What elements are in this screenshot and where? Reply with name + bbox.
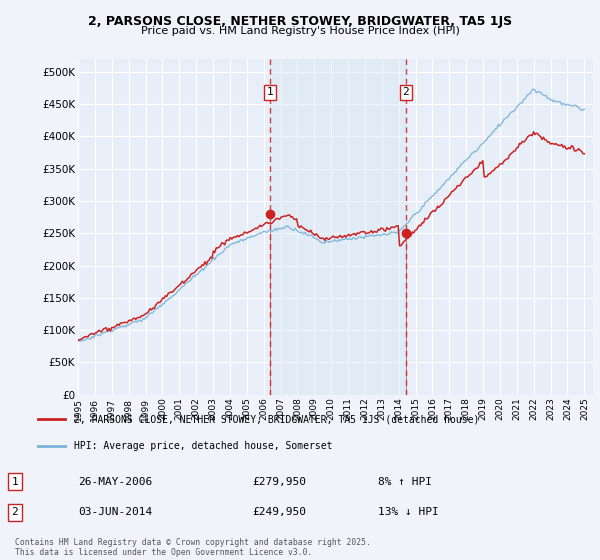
Text: 2: 2: [403, 87, 409, 97]
Text: HPI: Average price, detached house, Somerset: HPI: Average price, detached house, Some…: [74, 441, 332, 451]
Text: 03-JUN-2014: 03-JUN-2014: [78, 507, 152, 517]
Text: Contains HM Land Registry data © Crown copyright and database right 2025.
This d: Contains HM Land Registry data © Crown c…: [15, 538, 371, 557]
Text: 26-MAY-2006: 26-MAY-2006: [78, 477, 152, 487]
Text: Price paid vs. HM Land Registry's House Price Index (HPI): Price paid vs. HM Land Registry's House …: [140, 26, 460, 36]
Text: 2, PARSONS CLOSE, NETHER STOWEY, BRIDGWATER, TA5 1JS (detached house): 2, PARSONS CLOSE, NETHER STOWEY, BRIDGWA…: [74, 414, 479, 424]
Text: 8% ↑ HPI: 8% ↑ HPI: [378, 477, 432, 487]
Text: £279,950: £279,950: [252, 477, 306, 487]
Bar: [270, 59, 406, 395]
Text: 1: 1: [267, 87, 274, 97]
Text: 13% ↓ HPI: 13% ↓ HPI: [378, 507, 439, 517]
Text: 1: 1: [11, 477, 19, 487]
Text: 2, PARSONS CLOSE, NETHER STOWEY, BRIDGWATER, TA5 1JS: 2, PARSONS CLOSE, NETHER STOWEY, BRIDGWA…: [88, 15, 512, 28]
Text: 2: 2: [11, 507, 19, 517]
Text: £249,950: £249,950: [252, 507, 306, 517]
